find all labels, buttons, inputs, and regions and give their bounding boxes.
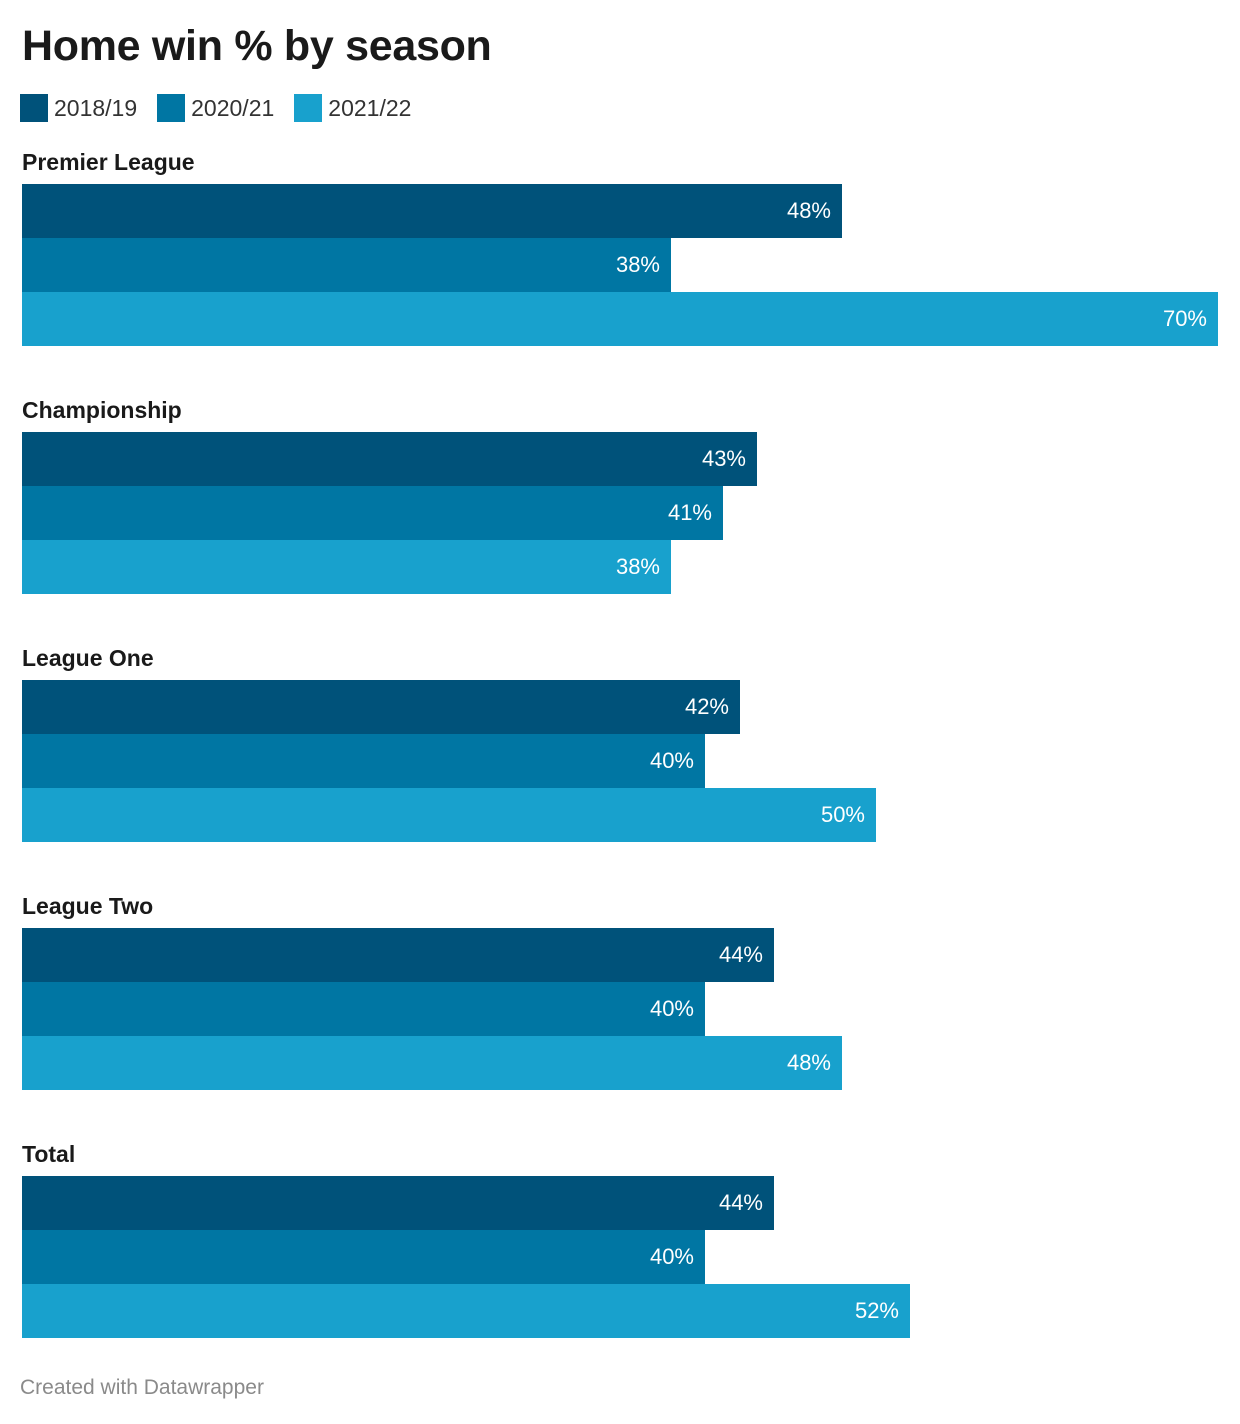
bar-championship-2018-19: 43%	[22, 432, 757, 486]
legend-swatch-2018-19	[20, 94, 48, 122]
bar-value-label: 38%	[615, 252, 660, 277]
footer-credit: Created with Datawrapper	[20, 1376, 264, 1399]
bar-value-label: 42%	[684, 694, 729, 719]
legend-item-2018-19: 2018/19	[20, 94, 137, 122]
bar-championship-2021-22: 38%	[22, 540, 671, 594]
bar-value-label: 44%	[718, 942, 763, 967]
bar-value-label: 40%	[649, 748, 694, 773]
bar-value-label: 48%	[786, 1050, 831, 1075]
group-label-championship: Championship	[22, 397, 182, 423]
chart-title: Home win % by season	[22, 22, 492, 70]
legend-item-2020-21: 2020/21	[157, 94, 274, 122]
bar-value-label: 43%	[701, 446, 746, 471]
group-label-total: Total	[22, 1141, 76, 1167]
bar-league-two-2018-19: 44%	[22, 928, 774, 982]
bar-value-label: 44%	[718, 1190, 763, 1215]
bar-total-2020-21: 40%	[22, 1230, 705, 1284]
bar-value-label: 38%	[615, 554, 660, 579]
bar-total-2018-19: 44%	[22, 1176, 774, 1230]
legend-label-2018-19: 2018/19	[54, 94, 138, 121]
bar-premier-league-2020-21: 38%	[22, 238, 671, 292]
legend-item-2021-22: 2021/22	[294, 94, 411, 122]
bar-value-label: 48%	[786, 198, 831, 223]
legend-label-2021-22: 2021/22	[328, 94, 412, 121]
bar-value-label: 50%	[820, 802, 865, 827]
bar-value-label: 40%	[649, 996, 694, 1021]
bar-premier-league-2018-19: 48%	[22, 184, 842, 238]
bar-total-2021-22: 52%	[22, 1284, 910, 1338]
legend: 2018/19 2020/21 2021/22	[20, 93, 431, 123]
legend-label-2020-21: 2020/21	[191, 94, 275, 121]
bar-value-label: 52%	[854, 1298, 899, 1323]
group-label-premier-league: Premier League	[22, 149, 195, 175]
bar-premier-league-2021-22: 70%	[22, 292, 1218, 346]
legend-swatch-2020-21	[157, 94, 186, 122]
bar-championship-2020-21: 41%	[22, 486, 723, 540]
bar-value-label: 41%	[667, 500, 712, 525]
bar-league-one-2018-19: 42%	[22, 680, 740, 734]
legend-swatch-2021-22	[294, 94, 323, 122]
bar-value-label: 70%	[1162, 306, 1207, 331]
group-label-league-one: League One	[22, 645, 154, 671]
bar-league-one-2021-22: 50%	[22, 788, 876, 842]
bar-league-one-2020-21: 40%	[22, 734, 705, 788]
bar-value-label: 40%	[649, 1244, 694, 1269]
group-label-league-two: League Two	[22, 893, 154, 919]
bar-league-two-2020-21: 40%	[22, 982, 705, 1036]
bar-league-two-2021-22: 48%	[22, 1036, 842, 1090]
